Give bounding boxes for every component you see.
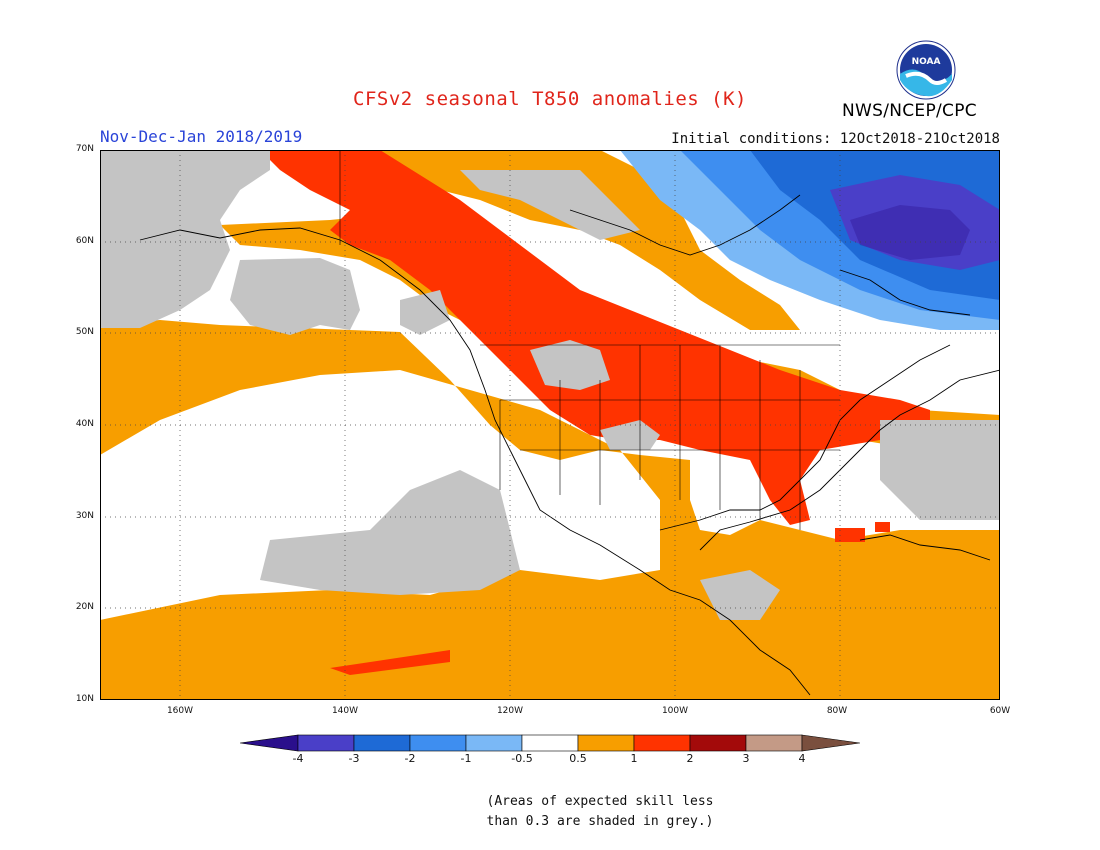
lat-label-10n: 10N [75, 694, 94, 704]
noaa-logo-text: NOAA [912, 57, 941, 67]
season-label: Nov-Dec-Jan 2018/2019 [100, 127, 303, 146]
colorbar-label: 0.5 [569, 752, 587, 765]
colorbar-label: 2 [686, 752, 694, 765]
colorbar-label: 4 [798, 752, 806, 765]
grey-regions [100, 150, 1000, 620]
colorbar-cell-7 [633, 734, 691, 752]
colorbar-label: -0.5 [511, 752, 533, 765]
lon-label-160w: 160W [166, 706, 194, 716]
colorbar-cell-4 [465, 734, 523, 752]
lat-label-20n: 20N [75, 602, 94, 612]
lon-label-100w: 100W [661, 706, 689, 716]
agency-label: NWS/NCEP/CPC [842, 101, 977, 121]
colorbar-cell-10 [801, 734, 860, 752]
lat-label-60n: 60N [75, 236, 94, 246]
lat-label-30n: 30N [75, 511, 94, 521]
colorbar-cell-3 [409, 734, 467, 752]
graticule [100, 150, 1000, 700]
lon-label-120w: 120W [496, 706, 524, 716]
lat-label-70n: 70N [75, 144, 94, 154]
colorbar-cell-0 [240, 734, 299, 752]
lat-label-50n: 50N [75, 327, 94, 337]
colorbar [240, 734, 860, 752]
colorbar-label: 3 [742, 752, 750, 765]
colorbar-cell-9 [745, 734, 803, 752]
colorbar-label: 1 [630, 752, 638, 765]
skill-note: (Areas of expected skill less than 0.3 a… [400, 792, 800, 832]
colorbar-label: -3 [348, 752, 360, 765]
colorbar-label: -1 [460, 752, 472, 765]
political-borders [339, 150, 840, 530]
colorbar-label: -4 [292, 752, 304, 765]
colorbar-cell-1 [297, 734, 355, 752]
skill-note-line2: than 0.3 are shaded in grey.) [486, 814, 714, 829]
anomaly-map [100, 150, 1000, 700]
lat-label-40n: 40N [75, 419, 94, 429]
colorbar-cell-5 [521, 734, 579, 752]
colorbar-label: -2 [404, 752, 416, 765]
lon-label-140w: 140W [331, 706, 359, 716]
red-regions [260, 150, 930, 675]
skill-note-line1: (Areas of expected skill less [486, 794, 714, 809]
colorbar-cell-8 [689, 734, 747, 752]
coastlines [139, 194, 1000, 696]
lon-label-80w: 80W [826, 706, 848, 716]
colorbar-cell-2 [353, 734, 411, 752]
initial-conditions-label: Initial conditions: 12Oct2018-21Oct2018 [671, 131, 1000, 147]
colorbar-cell-6 [577, 734, 635, 752]
noaa-logo-icon: NOAA [896, 40, 956, 100]
lon-label-60w: 60W [989, 706, 1011, 716]
map-title: CFSv2 seasonal T850 anomalies (K) [353, 88, 747, 110]
